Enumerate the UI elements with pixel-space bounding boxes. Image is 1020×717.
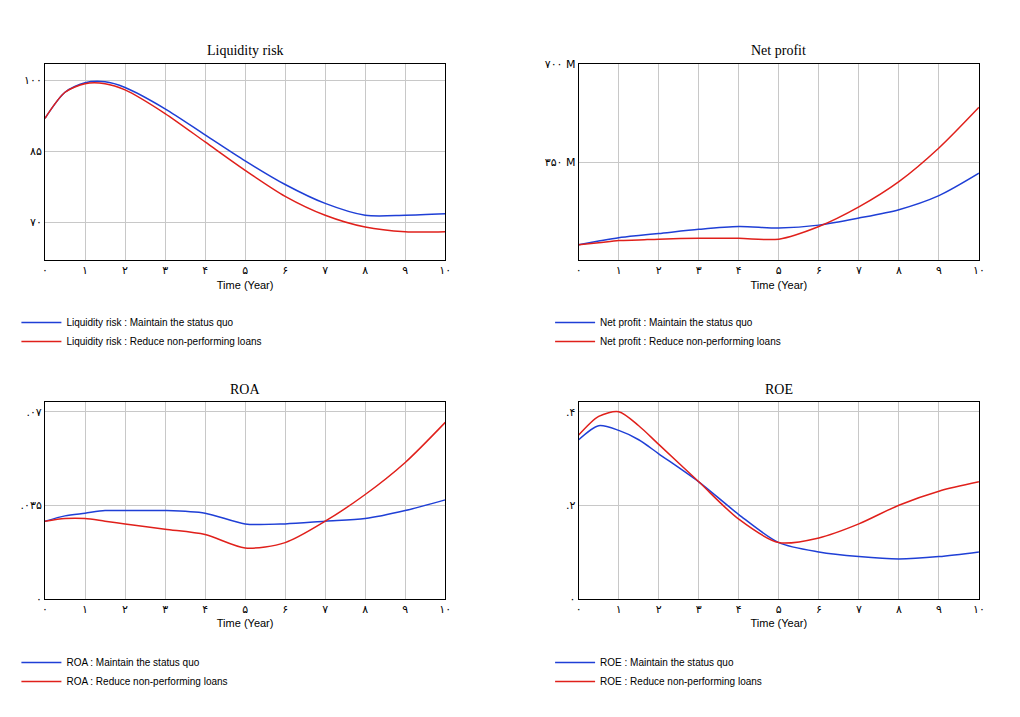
svg-text:Net profit : Reduce non-perfor: Net profit : Reduce non-performing loans (600, 336, 781, 347)
svg-text:۱۰۰: ۱۰۰ (24, 74, 42, 87)
svg-text:۰: ۰ (42, 264, 48, 277)
svg-text:۶: ۶ (282, 603, 288, 616)
svg-text:۳: ۳ (162, 264, 168, 277)
svg-text:۷: ۷ (322, 603, 328, 616)
svg-text:۸: ۸ (896, 603, 902, 616)
svg-text:۲: ۲ (122, 264, 128, 277)
svg-text:۷: ۷ (856, 603, 862, 616)
svg-text:۶: ۶ (816, 603, 822, 616)
svg-text:۷: ۷ (856, 264, 862, 277)
svg-text:۱: ۱ (82, 603, 88, 616)
svg-text:.۲: .۲ (566, 499, 575, 512)
svg-text:۰: ۰ (36, 593, 42, 606)
svg-text:۰: ۰ (576, 264, 582, 277)
svg-text:۰: ۰ (576, 603, 582, 616)
svg-text:Time (Year): Time (Year) (750, 617, 807, 629)
svg-text:Time (Year): Time (Year) (217, 279, 274, 291)
svg-text:۷۰: ۷۰ (30, 216, 42, 229)
svg-text:۰: ۰ (42, 603, 48, 616)
svg-text:ROE : Reduce non-performing lo: ROE : Reduce non-performing loans (600, 676, 762, 687)
svg-text:۳: ۳ (162, 603, 168, 616)
svg-text:۱۰: ۱۰ (973, 264, 985, 277)
svg-text:۱: ۱ (82, 264, 88, 277)
svg-text:۹: ۹ (402, 603, 408, 616)
svg-text:۱: ۱ (616, 264, 622, 277)
svg-text:۲: ۲ (656, 264, 662, 277)
svg-text:۳: ۳ (696, 264, 702, 277)
svg-text:۴: ۴ (202, 264, 208, 277)
svg-text:۲: ۲ (656, 603, 662, 616)
svg-text:ROA: ROA (230, 382, 260, 397)
svg-text:۲: ۲ (122, 603, 128, 616)
svg-text:Liquidity risk : Maintain the: Liquidity risk : Maintain the status quo (66, 317, 233, 328)
svg-text:۸۵: ۸۵ (30, 145, 42, 158)
svg-text:۱۰: ۱۰ (973, 603, 985, 616)
svg-text:Net profit: Net profit (751, 43, 806, 58)
svg-text:۸: ۸ (362, 603, 368, 616)
svg-text:Time (Year): Time (Year) (217, 617, 274, 629)
svg-text:۵: ۵ (242, 603, 248, 616)
svg-text:۱۰: ۱۰ (439, 603, 451, 616)
svg-text:Liquidity risk: Liquidity risk (207, 43, 284, 58)
svg-text:۳۵۰ M: ۳۵۰ M (545, 156, 576, 169)
svg-text:۸: ۸ (362, 264, 368, 277)
svg-text:۹: ۹ (402, 264, 408, 277)
svg-text:۹: ۹ (936, 603, 942, 616)
svg-text:۵: ۵ (242, 264, 248, 277)
svg-text:۴: ۴ (736, 264, 742, 277)
svg-text:۷: ۷ (322, 264, 328, 277)
svg-text:۱: ۱ (616, 603, 622, 616)
svg-text:۹: ۹ (936, 264, 942, 277)
svg-text:۵: ۵ (776, 264, 782, 277)
svg-text:Net profit : Maintain the stat: Net profit : Maintain the status quo (600, 317, 753, 328)
svg-text:.۰۳۵: .۰۳۵ (21, 499, 42, 512)
svg-text:ROE : Maintain the status quo: ROE : Maintain the status quo (600, 657, 734, 668)
svg-text:۰: ۰ (570, 593, 576, 606)
svg-text:۴: ۴ (202, 603, 208, 616)
svg-text:.۴: .۴ (566, 406, 575, 419)
svg-text:۶: ۶ (282, 264, 288, 277)
svg-text:۴: ۴ (736, 603, 742, 616)
svg-text:۱۰: ۱۰ (439, 264, 451, 277)
svg-text:۶: ۶ (816, 264, 822, 277)
svg-text:۷۰۰ M: ۷۰۰ M (545, 58, 576, 71)
svg-text:ROE: ROE (765, 382, 793, 397)
svg-text:Liquidity risk : Reduce non-pe: Liquidity risk : Reduce non-performing l… (66, 336, 261, 347)
svg-text:ROA : Reduce non-performing lo: ROA : Reduce non-performing loans (66, 676, 227, 687)
svg-text:ROA : Maintain the status quo: ROA : Maintain the status quo (66, 657, 199, 668)
svg-text:۵: ۵ (776, 603, 782, 616)
svg-text:.۰۷: .۰۷ (26, 406, 41, 419)
svg-text:۸: ۸ (896, 264, 902, 277)
svg-text:۳: ۳ (696, 603, 702, 616)
svg-text:Time (Year): Time (Year) (750, 279, 807, 291)
